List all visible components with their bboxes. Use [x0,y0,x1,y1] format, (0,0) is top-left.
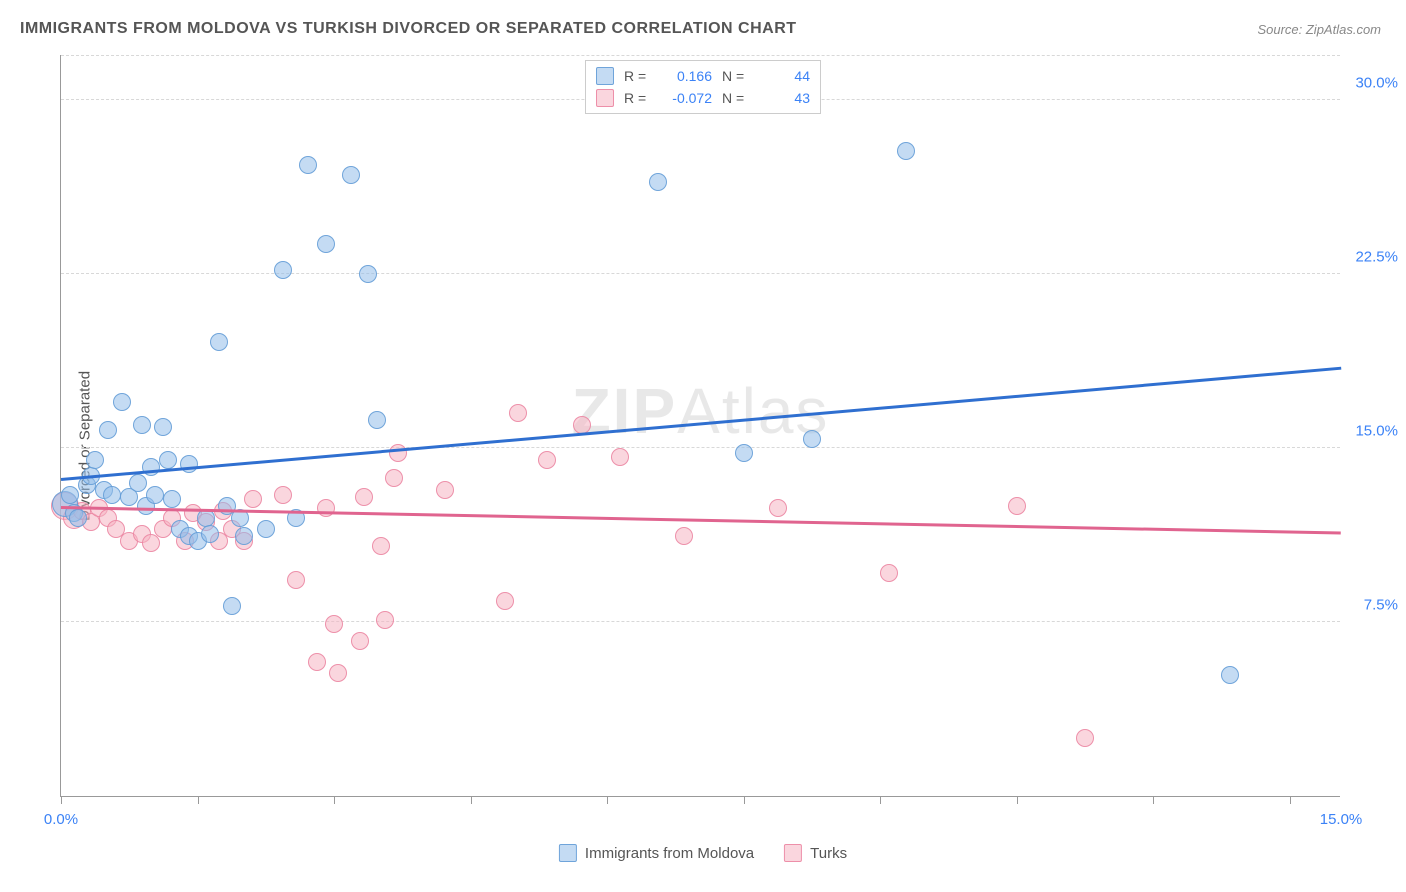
scatter-point [235,527,253,545]
scatter-point [274,486,292,504]
xtick [1153,796,1154,804]
gridline-h [61,55,1340,56]
xtick [1290,796,1291,804]
scatter-point [538,451,556,469]
scatter-point [257,520,275,538]
scatter-point [803,430,821,448]
scatter-point [133,416,151,434]
scatter-point [1221,666,1239,684]
scatter-point [210,333,228,351]
xtick [471,796,472,804]
xtick [607,796,608,804]
scatter-point [611,448,629,466]
ytick-label: 22.5% [1355,249,1398,266]
swatch-blue-icon [559,844,577,862]
scatter-point [325,615,343,633]
scatter-point [342,166,360,184]
scatter-point [113,393,131,411]
ytick-label: 15.0% [1355,423,1398,440]
scatter-point [103,486,121,504]
scatter-point [389,444,407,462]
xtick [880,796,881,804]
scatter-point [649,173,667,191]
legend-label-a: Immigrants from Moldova [585,845,754,862]
n-label: N = [722,90,750,106]
scatter-point [897,142,915,160]
scatter-point [376,611,394,629]
scatter-point [329,664,347,682]
scatter-point [351,632,369,650]
xtick [198,796,199,804]
scatter-point [735,444,753,462]
trend-line [61,367,1341,481]
scatter-point [99,421,117,439]
legend-row-series-a: R = 0.166 N = 44 [596,65,810,87]
xtick-label: 15.0% [1320,811,1363,828]
scatter-point [385,469,403,487]
scatter-point [436,481,454,499]
n-value-a: 44 [760,68,810,84]
scatter-point [1076,729,1094,747]
series-legend: Immigrants from Moldova Turks [559,844,847,862]
scatter-point [355,488,373,506]
scatter-point [287,571,305,589]
scatter-point [69,509,87,527]
watermark-text: ZIPAtlas [572,374,830,448]
scatter-point [61,486,79,504]
n-label: N = [722,68,750,84]
gridline-h [61,273,1340,274]
scatter-point [244,490,262,508]
scatter-point [163,490,181,508]
scatter-point [142,534,160,552]
chart-plot-area: ZIPAtlas 7.5%15.0%22.5%30.0%0.0%15.0% [60,55,1340,797]
xtick-label: 0.0% [44,811,78,828]
scatter-point [201,525,219,543]
scatter-point [274,261,292,279]
scatter-point [146,486,164,504]
scatter-point [509,404,527,422]
correlation-legend: R = 0.166 N = 44 R = -0.072 N = 43 [585,60,821,114]
scatter-point [769,499,787,517]
scatter-point [308,653,326,671]
trend-line [61,506,1341,534]
xtick [334,796,335,804]
legend-item-a: Immigrants from Moldova [559,844,754,862]
scatter-point [880,564,898,582]
r-value-b: -0.072 [662,90,712,106]
legend-row-series-b: R = -0.072 N = 43 [596,87,810,109]
r-label: R = [624,68,652,84]
scatter-point [675,527,693,545]
scatter-point [159,451,177,469]
swatch-blue-icon [596,67,614,85]
scatter-point [317,235,335,253]
legend-item-b: Turks [784,844,847,862]
scatter-point [129,474,147,492]
xtick [1017,796,1018,804]
r-value-a: 0.166 [662,68,712,84]
gridline-h [61,447,1340,448]
xtick [61,796,62,804]
legend-label-b: Turks [810,845,847,862]
scatter-point [317,499,335,517]
scatter-point [223,597,241,615]
r-label: R = [624,90,652,106]
scatter-point [154,418,172,436]
xtick [744,796,745,804]
scatter-point [180,455,198,473]
gridline-h [61,621,1340,622]
scatter-point [372,537,390,555]
n-value-b: 43 [760,90,810,106]
scatter-point [496,592,514,610]
ytick-label: 7.5% [1364,597,1398,614]
scatter-point [86,451,104,469]
source-label: Source: ZipAtlas.com [1257,22,1381,37]
swatch-pink-icon [784,844,802,862]
scatter-point [299,156,317,174]
ytick-label: 30.0% [1355,75,1398,92]
swatch-pink-icon [596,89,614,107]
scatter-point [368,411,386,429]
scatter-point [359,265,377,283]
chart-title: IMMIGRANTS FROM MOLDOVA VS TURKISH DIVOR… [20,20,797,38]
scatter-point [1008,497,1026,515]
